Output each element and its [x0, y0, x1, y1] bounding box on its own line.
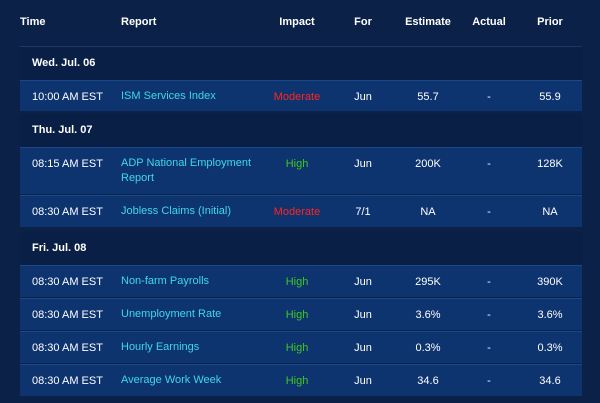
- estimate-cell: 295K: [415, 276, 441, 288]
- table-row[interactable]: 08:30 AM EST Average Work Week High Jun 34.6…: [20, 364, 582, 396]
- for-cell: Jun: [354, 309, 372, 321]
- header-divider: [20, 46, 582, 47]
- report-link[interactable]: Non-farm Payrolls: [121, 275, 210, 287]
- actual-cell: -: [487, 158, 491, 170]
- for-cell: Jun: [354, 375, 372, 387]
- table-row[interactable]: 08:30 AM EST Hourly Earnings High Jun 0.3% - 0…: [20, 331, 582, 363]
- impact-cell: Moderate: [273, 91, 321, 103]
- time-cell: 08:30 AM EST: [32, 342, 103, 354]
- actual-cell: -: [487, 342, 491, 354]
- actual-cell: -: [487, 375, 491, 387]
- for-cell: Jun: [354, 158, 372, 170]
- time-cell: 08:30 AM EST: [32, 375, 103, 387]
- table-row[interactable]: 08:30 AM EST Jobless Claims (Initial) Mode…: [20, 195, 582, 227]
- report-link[interactable]: ADP National Employment Report: [121, 157, 252, 184]
- time-cell: 08:30 AM EST: [32, 206, 103, 218]
- impact-cell: High: [285, 342, 309, 354]
- date-group-header: Thu. Jul. 07: [20, 114, 582, 148]
- prior-cell: 0.3%: [537, 342, 563, 354]
- table-row[interactable]: 08:30 AM EST Non-farm Payrolls High Jun 295K…: [20, 265, 582, 297]
- report-link[interactable]: Hourly Earnings: [121, 341, 200, 353]
- report-link[interactable]: ISM Services Index: [121, 90, 216, 102]
- date-group-label: Thu. Jul. 07: [32, 124, 93, 136]
- estimate-cell: 34.6: [417, 375, 439, 387]
- date-group-header: Wed. Jul. 06: [20, 47, 582, 81]
- prior-cell: 390K: [537, 276, 563, 288]
- time-cell: 08:30 AM EST: [32, 309, 103, 321]
- estimate-cell: 3.6%: [415, 309, 441, 321]
- actual-cell: -: [487, 206, 491, 218]
- column-header-actual[interactable]: Actual: [472, 16, 506, 28]
- column-header-estimate[interactable]: Estimate: [405, 16, 451, 28]
- for-cell: Jun: [354, 91, 372, 103]
- actual-cell: -: [487, 276, 491, 288]
- for-cell: Jun: [354, 276, 372, 288]
- estimate-cell: 0.3%: [415, 342, 441, 354]
- table-row[interactable]: 08:30 AM EST Unemployment Rate High Jun 3.6%…: [20, 298, 582, 330]
- impact-cell: High: [285, 309, 309, 321]
- prior-cell: 34.6: [539, 375, 561, 387]
- impact-cell: High: [285, 276, 309, 288]
- report-link[interactable]: Unemployment Rate: [121, 308, 222, 320]
- time-cell: 10:00 AM EST: [32, 91, 103, 103]
- impact-cell: High: [285, 375, 309, 387]
- column-header-prior[interactable]: Prior: [537, 16, 563, 28]
- actual-cell: -: [487, 309, 491, 321]
- column-header-for[interactable]: For: [354, 16, 372, 28]
- column-header-time[interactable]: Time: [20, 16, 46, 28]
- prior-cell: 3.6%: [537, 309, 563, 321]
- table-header: Time Report Impact For Estimate Actual P…: [0, 0, 600, 47]
- estimate-cell: NA: [420, 206, 436, 218]
- date-group-label: Fri. Jul. 08: [32, 242, 87, 254]
- for-cell: 7/1: [355, 206, 371, 218]
- column-header-impact[interactable]: Impact: [279, 16, 315, 28]
- prior-cell: 55.9: [539, 91, 561, 103]
- impact-cell: High: [285, 158, 309, 170]
- report-link[interactable]: Jobless Claims (Initial): [121, 205, 232, 217]
- date-group-label: Wed. Jul. 06: [32, 57, 96, 69]
- prior-cell: 128K: [537, 158, 563, 170]
- table-row[interactable]: 08:15 AM EST ADP National Employment Repo…: [20, 147, 582, 194]
- time-cell: 08:30 AM EST: [32, 276, 103, 288]
- report-link[interactable]: Average Work Week: [121, 374, 222, 386]
- prior-cell: NA: [542, 206, 558, 218]
- date-group-header: Fri. Jul. 08: [20, 232, 582, 266]
- for-cell: Jun: [354, 342, 372, 354]
- table-row[interactable]: 10:00 AM EST ISM Services Index Moderate Ju…: [20, 80, 582, 111]
- column-header-report[interactable]: Report: [121, 16, 157, 28]
- time-cell: 08:15 AM EST: [32, 158, 103, 170]
- actual-cell: -: [487, 91, 491, 103]
- estimate-cell: 55.7: [417, 91, 439, 103]
- impact-cell: Moderate: [273, 206, 321, 218]
- estimate-cell: 200K: [415, 158, 441, 170]
